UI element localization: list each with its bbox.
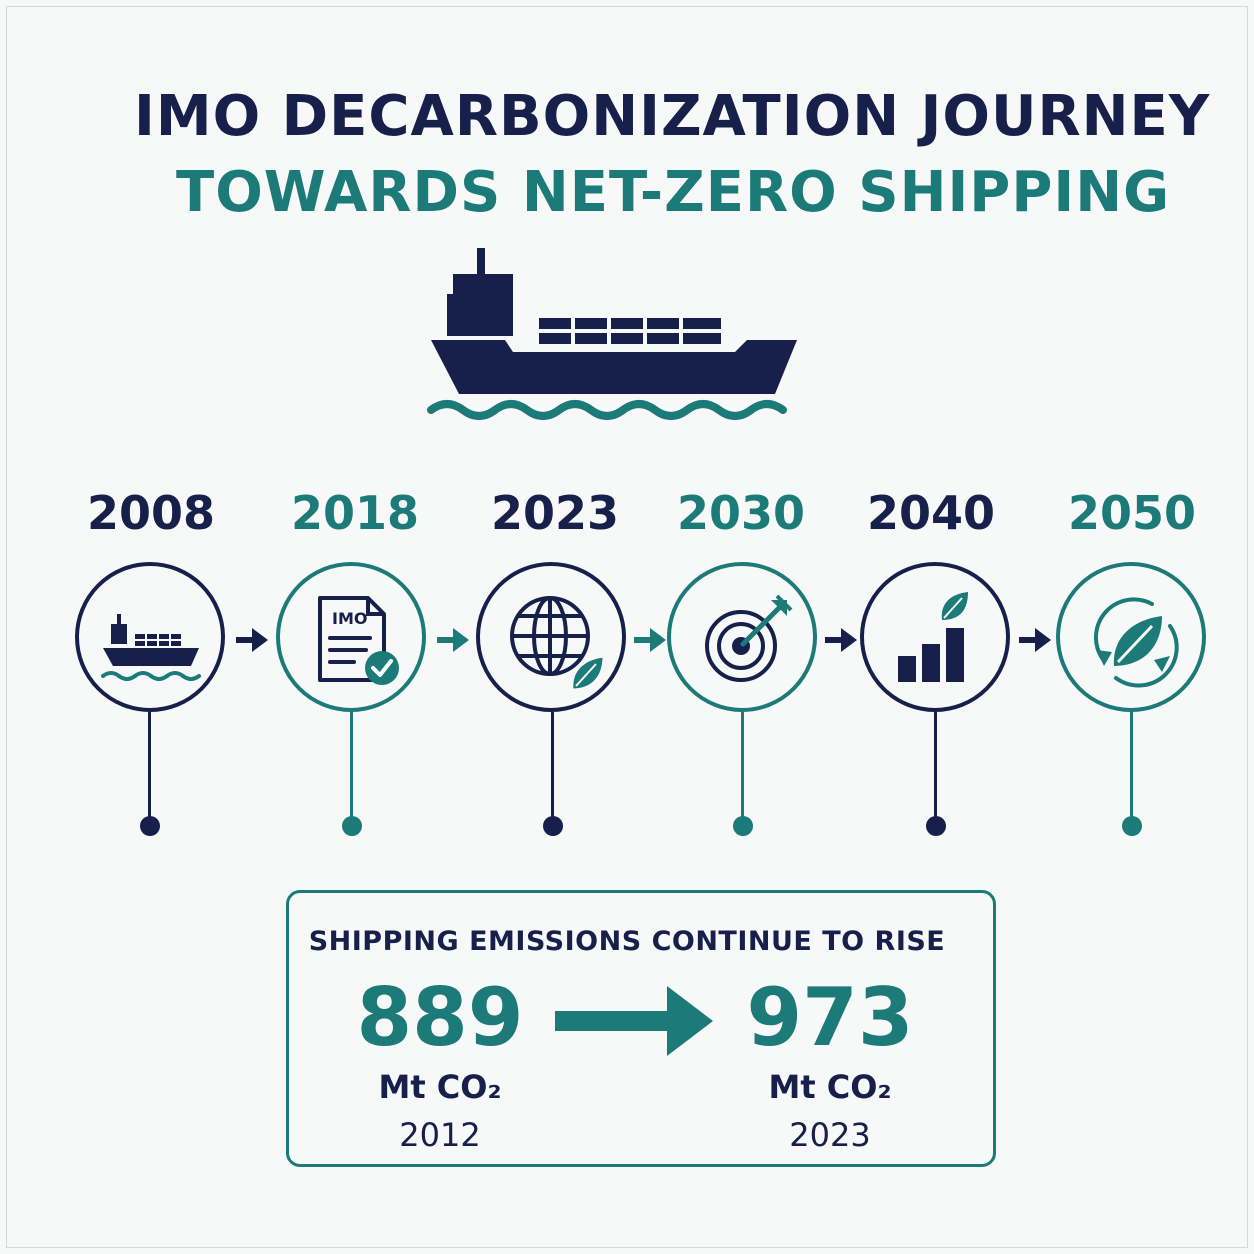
target-arrow-icon	[705, 594, 793, 682]
emissions-from-year: 2012	[399, 1116, 481, 1154]
emissions-to-unit: Mt CO₂	[768, 1068, 892, 1106]
emissions-to-year: 2023	[789, 1116, 871, 1154]
year-2008: 2008	[86, 486, 216, 540]
year-2023: 2023	[490, 486, 620, 540]
timeline-node-2040	[860, 562, 1010, 712]
timeline-arrow-icon	[634, 628, 666, 652]
timeline-dot	[733, 816, 753, 836]
emissions-title: SHIPPING EMISSIONS CONTINUE TO RISE	[308, 926, 946, 957]
timeline-stem	[1130, 712, 1133, 822]
emissions-from-value: 889	[356, 971, 524, 1064]
timeline-stem	[148, 712, 151, 822]
page-frame	[6, 6, 1248, 1248]
timeline-dot	[543, 816, 563, 836]
year-2030: 2030	[676, 486, 806, 540]
emissions-to-value: 973	[746, 971, 914, 1064]
timeline-dot	[1122, 816, 1142, 836]
globe-leaf-icon	[510, 596, 606, 692]
ship-icon	[101, 614, 201, 681]
year-2050: 2050	[1067, 486, 1197, 540]
timeline-arrow-icon	[236, 628, 268, 652]
container-ship-icon	[427, 248, 797, 420]
timeline-stem	[551, 712, 554, 822]
timeline-dot	[926, 816, 946, 836]
imo-document-check-icon: IMO	[318, 596, 399, 685]
timeline-node-2023	[476, 562, 626, 712]
timeline-dot	[342, 816, 362, 836]
timeline-stem	[741, 712, 744, 822]
leaf-cycle-icon	[1093, 597, 1179, 688]
timeline-node-2030	[667, 562, 817, 712]
timeline-arrow-icon	[437, 628, 469, 652]
timeline-dot	[140, 816, 160, 836]
year-2018: 2018	[290, 486, 420, 540]
emissions-from-unit: Mt CO₂	[378, 1068, 502, 1106]
emissions-to: 973 Mt CO₂ 2023	[720, 971, 940, 1155]
page-title: IMO DECARBONIZATION JOURNEY	[134, 84, 1211, 149]
increase-arrow-icon	[555, 986, 713, 1056]
timeline-arrow-icon	[825, 628, 857, 652]
imo-document-label: IMO	[332, 609, 367, 628]
bar-chart-leaf-icon	[898, 592, 968, 682]
timeline-stem	[934, 712, 937, 822]
timeline-node-2050	[1056, 562, 1206, 712]
timeline-node-2018: IMO	[276, 562, 426, 712]
timeline-node-2008	[75, 562, 225, 712]
timeline-stem	[350, 712, 353, 822]
page-subtitle: TOWARDS NET-ZERO SHIPPING	[176, 160, 1171, 225]
year-2040: 2040	[866, 486, 996, 540]
emissions-from: 889 Mt CO₂ 2012	[330, 971, 550, 1155]
timeline-arrow-icon	[1019, 628, 1051, 652]
